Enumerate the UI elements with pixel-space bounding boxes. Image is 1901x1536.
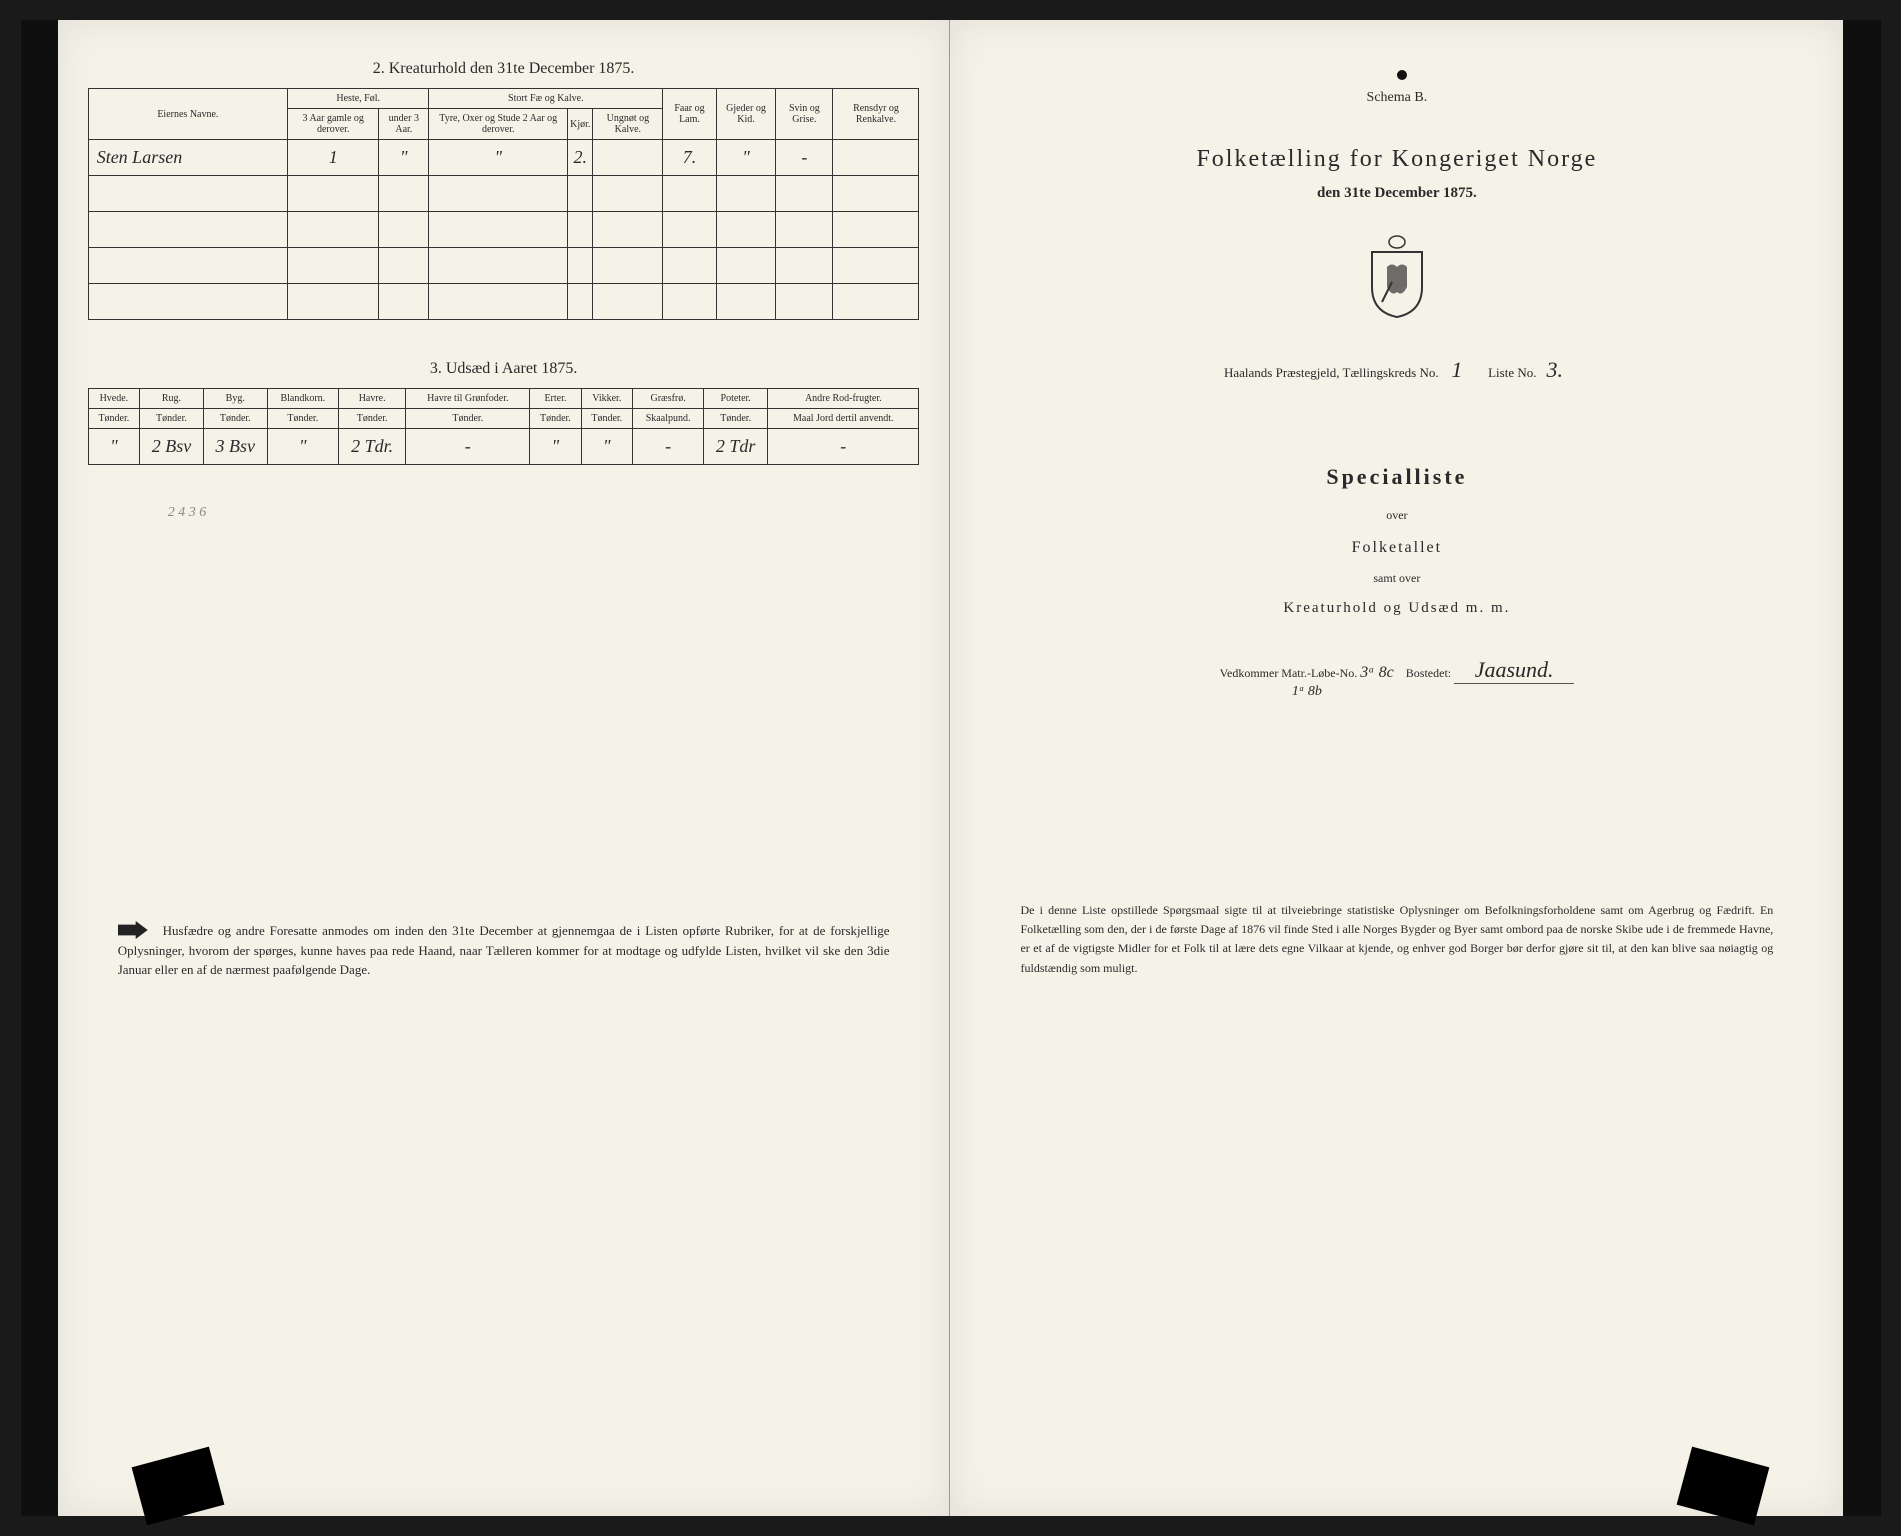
th: Erter. [530,389,581,409]
left-page: 2. Kreaturhold den 31te December 1875. E… [58,20,951,1516]
matr-no2: 1ᵃ 8b [1292,684,1322,701]
cell-owner: Sten Larsen [88,140,287,176]
section2-title: 2. Kreaturhold den 31te December 1875. [88,60,920,78]
th: Græsfrø. [632,389,703,409]
th: Poteter. [704,389,768,409]
th: Havre. [338,389,405,409]
coat-of-arms-icon [1000,232,1793,327]
table-row: Sten Larsen 1 " " 2. 7. " - [88,140,919,176]
th: Byg. [203,389,267,409]
matr-label: Vedkommer Matr.-Løbe-No. [1220,666,1358,680]
cell-reindeer [833,140,919,176]
col-goats: Gjeder og Kid. [716,89,776,140]
sowing-table: Hvede. Rug. Byg. Blandkorn. Havre. Havre… [88,388,920,465]
parish-line: Haalands Præstegjeld, Tællingskreds No. … [1000,357,1793,384]
col-pigs: Svin og Grise. [776,89,833,140]
unit: Skaalpund. [632,409,703,429]
cell-c1: " [429,140,568,176]
th: Hvede. [88,389,139,409]
page-title: Folketælling for Kongeriget Norge [1000,146,1793,173]
unit: Tønder. [140,409,204,429]
right-notice: De i denne Liste opstillede Spørgsmaal s… [1000,901,1793,978]
col-c2: Kjør. [568,109,593,140]
unit: Tønder. [581,409,632,429]
samt-text: samt over [1000,571,1793,586]
right-page: Schema B. Folketælling for Kongeriget No… [950,20,1843,1516]
notice-text: Husfædre og andre Foresatte anmodes om i… [118,923,890,977]
unit: Tønder. [267,409,338,429]
vedkommer-line: Vedkommer Matr.-Løbe-No. 3ᵃ 8c Bostedet:… [1000,657,1793,701]
cell-c3 [593,140,663,176]
col-owner: Eiernes Navne. [88,89,287,140]
livestock-table: Eiernes Navne. Heste, Føl. Stort Fæ og K… [88,88,920,320]
table-header-row: Hvede. Rug. Byg. Blandkorn. Havre. Havre… [88,389,919,409]
unit: Tønder. [704,409,768,429]
cell: 2 Tdr [704,429,768,465]
scanned-book-spread: 2. Kreaturhold den 31te December 1875. E… [21,20,1881,1516]
unit: Tønder. [203,409,267,429]
th: Havre til Grønfoder. [406,389,530,409]
bosted-label: Bostedet: [1406,666,1451,680]
col-reindeer: Rensdyr og Renkalve. [833,89,919,140]
specialliste-heading: Specialliste [1000,464,1793,490]
unit: Tønder. [530,409,581,429]
cell: - [406,429,530,465]
binder-clip [131,1447,224,1526]
col-c3: Ungnøt og Kalve. [593,109,663,140]
cell: 2 Bsv [140,429,204,465]
cell: " [530,429,581,465]
matr-no: 3ᵃ 8c [1360,664,1393,683]
bosted-value: Jaasund. [1454,657,1574,684]
th: Blandkorn. [267,389,338,409]
over-text: over [1000,508,1793,523]
table-row: " 2 Bsv 3 Bsv " 2 Tdr. - " " - 2 Tdr - [88,429,919,465]
cell-c2: 2. [568,140,593,176]
col-h2: under 3 Aar. [379,109,429,140]
punch-hole [1397,70,1407,80]
cell: " [267,429,338,465]
col-sheep: Faar og Lam. [663,89,716,140]
cell: " [581,429,632,465]
cell: - [768,429,919,465]
left-notice: Husfædre og andre Foresatte anmodes om i… [88,921,920,980]
table-unit-row: Tønder. Tønder. Tønder. Tønder. Tønder. … [88,409,919,429]
liste-number: 3. [1540,357,1570,384]
schema-label: Schema B. [1000,90,1793,106]
cell: - [632,429,703,465]
cell-h1: 1 [288,140,379,176]
th: Vikker. [581,389,632,409]
folketallet-heading: Folketallet [1000,539,1793,557]
kreds-number: 1 [1442,357,1472,384]
cell-h2: " [379,140,429,176]
unit: Maal Jord dertil anvendt. [768,409,919,429]
col-horses: Heste, Føl. [288,89,429,109]
unit: Tønder. [338,409,405,429]
col-cattle: Stort Fæ og Kalve. [429,89,663,109]
unit: Tønder. [406,409,530,429]
pencil-annotations: 2 4 3 6 [88,505,920,521]
cell-sheep: 7. [663,140,716,176]
pointing-hand-icon [118,921,148,939]
col-h1: 3 Aar gamle og derover. [288,109,379,140]
th: Andre Rod-frugter. [768,389,919,409]
kreatur-heading: Kreaturhold og Udsæd m. m. [1000,600,1793,617]
cell-goats: " [716,140,776,176]
cell: 2 Tdr. [338,429,405,465]
liste-label: Liste No. [1488,365,1536,380]
cell-pigs: - [776,140,833,176]
census-date: den 31te December 1875. [1000,185,1793,202]
cell: " [88,429,139,465]
col-c1: Tyre, Oxer og Stude 2 Aar og derover. [429,109,568,140]
th: Rug. [140,389,204,409]
binder-clip [1677,1447,1770,1526]
cell: 3 Bsv [203,429,267,465]
parish-label: Haalands Præstegjeld, Tællingskreds No. [1224,365,1439,380]
unit: Tønder. [88,409,139,429]
section3-title: 3. Udsæd i Aaret 1875. [88,360,920,378]
